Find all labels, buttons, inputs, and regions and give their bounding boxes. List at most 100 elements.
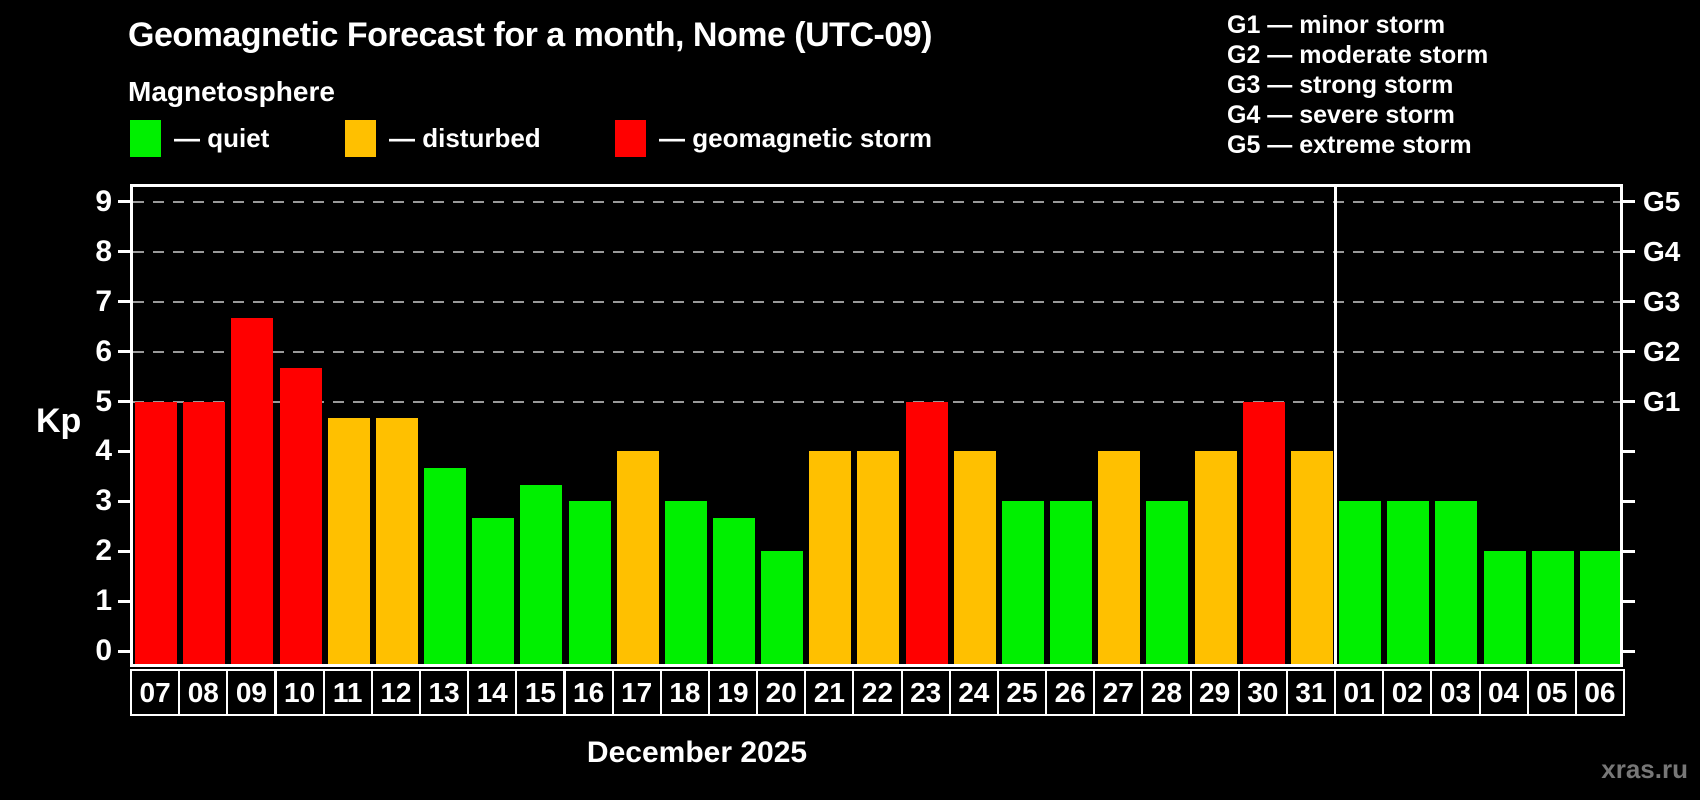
bar-day-23 — [905, 401, 948, 664]
right-tick-9 — [1623, 200, 1635, 204]
gridline-kp7 — [133, 300, 1620, 303]
g-legend-line-2: G2 — moderate storm — [1227, 41, 1489, 69]
bar-day-21 — [809, 451, 852, 664]
bar-day-03 — [1435, 501, 1478, 664]
g-legend-line-3: G3 — strong storm — [1227, 71, 1454, 99]
date-cell-25: 25 — [996, 669, 1048, 716]
magnetosphere-legend: — quiet — disturbed — geomagnetic storm — [0, 116, 1100, 160]
date-cell-12: 12 — [370, 669, 421, 716]
date-cell-30: 30 — [1237, 669, 1288, 716]
date-cell-21: 21 — [804, 669, 855, 716]
bar-day-28 — [1146, 501, 1189, 664]
legend-item-label: — disturbed — [389, 122, 541, 153]
bar-day-06 — [1579, 551, 1622, 664]
date-cell-28: 28 — [1141, 669, 1192, 716]
left-tick-label-1: 1 — [95, 584, 112, 618]
g-legend-line-4: G4 — severe storm — [1227, 101, 1455, 129]
left-tick-label-6: 6 — [95, 334, 112, 368]
gridline-kp5 — [133, 400, 1620, 403]
gridline-kp8 — [133, 250, 1620, 253]
storm-swatch-icon — [615, 119, 646, 157]
right-tick-4 — [1623, 449, 1635, 453]
bar-day-17 — [616, 451, 659, 664]
left-tick-1 — [118, 599, 130, 603]
bar-day-27 — [1098, 451, 1141, 664]
left-tick-2 — [118, 549, 130, 553]
right-tick-5 — [1623, 400, 1635, 404]
legend-item-storm: — geomagnetic storm — [615, 116, 932, 160]
left-tick-6 — [118, 350, 130, 354]
bar-day-29 — [1194, 451, 1237, 664]
legend-item-disturbed: — disturbed — [345, 116, 541, 160]
left-tick-9 — [118, 200, 130, 204]
date-cell-27: 27 — [1093, 669, 1144, 716]
g-scale-legend: G1 — minor storm G2 — moderate storm G3 — … — [1227, 10, 1488, 160]
date-cell-14: 14 — [467, 669, 518, 716]
bar-day-25 — [1001, 501, 1044, 664]
bar-day-11 — [327, 418, 370, 664]
date-cell-02: 02 — [1382, 669, 1433, 716]
date-cell-13: 13 — [419, 669, 470, 716]
chart-title: Geomagnetic Forecast for a month, Nome (… — [128, 16, 932, 54]
bar-day-18 — [664, 501, 707, 664]
left-tick-label-3: 3 — [95, 484, 112, 518]
right-tick-2 — [1623, 549, 1635, 553]
right-tick-3 — [1623, 499, 1635, 503]
legend-item-label: — geomagnetic storm — [659, 122, 933, 153]
left-tick-4 — [118, 449, 130, 453]
bar-day-31 — [1290, 451, 1333, 664]
date-cell-15: 15 — [515, 669, 566, 716]
bar-day-24 — [953, 451, 996, 664]
month-label: December 2025 — [586, 736, 808, 769]
disturbed-swatch-icon — [345, 119, 376, 157]
bar-day-08 — [183, 401, 226, 664]
legend-item-label: — quiet — [174, 122, 270, 153]
date-cell-23: 23 — [900, 669, 951, 716]
left-tick-0 — [118, 649, 130, 653]
left-tick-3 — [118, 499, 130, 503]
bar-day-14 — [472, 517, 515, 664]
bar-day-01 — [1339, 501, 1381, 664]
bar-day-16 — [568, 501, 611, 664]
bar-day-20 — [761, 551, 804, 664]
plot-frame — [130, 184, 1623, 667]
date-cell-31: 31 — [1285, 669, 1337, 716]
bar-day-02 — [1387, 501, 1430, 664]
bar-day-04 — [1483, 551, 1526, 664]
bar-day-19 — [712, 517, 755, 664]
left-tick-label-4: 4 — [95, 434, 112, 468]
date-cell-05: 05 — [1526, 669, 1577, 716]
bar-day-05 — [1531, 551, 1574, 664]
date-cell-09: 09 — [226, 669, 277, 716]
date-cell-06: 06 — [1574, 669, 1625, 716]
right-tick-6 — [1623, 350, 1635, 354]
right-tick-1 — [1623, 599, 1635, 603]
date-cell-19: 19 — [707, 669, 759, 716]
left-tick-8 — [118, 250, 130, 254]
bar-day-13 — [424, 467, 466, 664]
bar-day-22 — [857, 451, 900, 664]
date-cell-24: 24 — [948, 669, 999, 716]
date-cell-16: 16 — [563, 669, 614, 716]
kp-axis-label: Kp — [36, 402, 82, 440]
right-tick-label-G4: G4 — [1643, 235, 1681, 267]
date-cell-26: 26 — [1045, 669, 1096, 716]
bar-day-15 — [520, 484, 563, 664]
left-tick-label-8: 8 — [95, 234, 112, 268]
bar-day-07 — [135, 401, 177, 664]
date-cell-10: 10 — [274, 669, 325, 716]
left-tick-label-9: 9 — [95, 184, 112, 218]
left-tick-label-2: 2 — [95, 534, 112, 568]
date-cell-20: 20 — [756, 669, 807, 716]
date-cell-22: 22 — [852, 669, 903, 716]
g-legend-line-5: G5 — extreme storm — [1227, 131, 1472, 159]
date-cell-11: 11 — [322, 669, 373, 716]
bar-day-30 — [1242, 401, 1285, 664]
month-separator — [1334, 187, 1337, 664]
left-tick-label-7: 7 — [95, 284, 112, 318]
left-tick-5 — [118, 400, 130, 404]
bar-day-10 — [279, 368, 322, 664]
left-tick-label-0: 0 — [95, 634, 112, 667]
